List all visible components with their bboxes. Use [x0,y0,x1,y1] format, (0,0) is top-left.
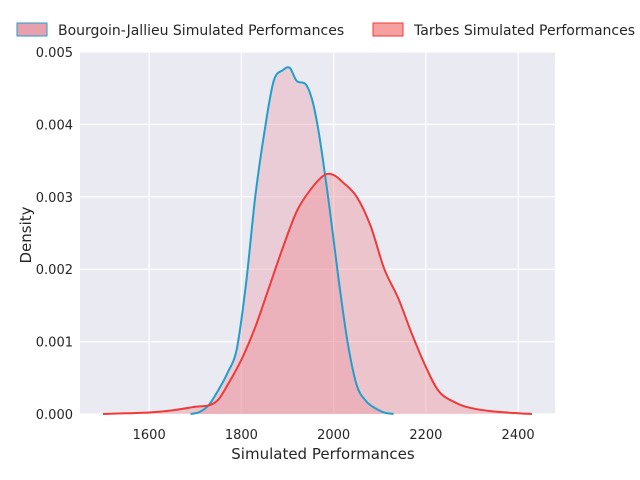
y-tick-label-0.004: 0.004 [36,118,73,133]
density-areas [103,66,532,415]
y-tick-label-0.000: 0.000 [36,408,73,423]
x-tick-label-1800: 1800 [225,428,258,443]
density-fill-series-0 [190,67,394,414]
y-tick-label-0.005: 0.005 [36,46,73,61]
density-line-series-0 [190,66,394,415]
y-tick-label-0.002: 0.002 [36,263,73,278]
x-tick-label-2000: 2000 [317,428,350,443]
axis-ticks: 1600 1800 2000 2200 2400 0.000 0.001 0.002 0.003… [36,46,535,443]
legend-swatch-tarbes [372,22,404,37]
y-tick-label-0.003: 0.003 [36,191,73,206]
legend-label-bourgoin: Bourgoin-Jallieu Simulated Performances [58,23,344,39]
x-tick-label-1600: 1600 [133,428,166,443]
legend: Bourgoin-Jallieu Simulated Performances … [16,22,635,39]
plot-background [80,52,555,414]
legend-label-tarbes: Tarbes Simulated Performances [413,23,635,39]
x-axis-label: Simulated Performances [231,445,415,463]
legend-swatch-bourgoin [16,22,48,37]
x-tick-label-2400: 2400 [502,428,535,443]
density-fill-series-1 [103,173,532,414]
y-tick-label-0.001: 0.001 [36,336,73,351]
density-line-series-1 [103,172,532,415]
y-axis-label: Density [17,206,35,263]
x-tick-label-2200: 2200 [409,428,442,443]
